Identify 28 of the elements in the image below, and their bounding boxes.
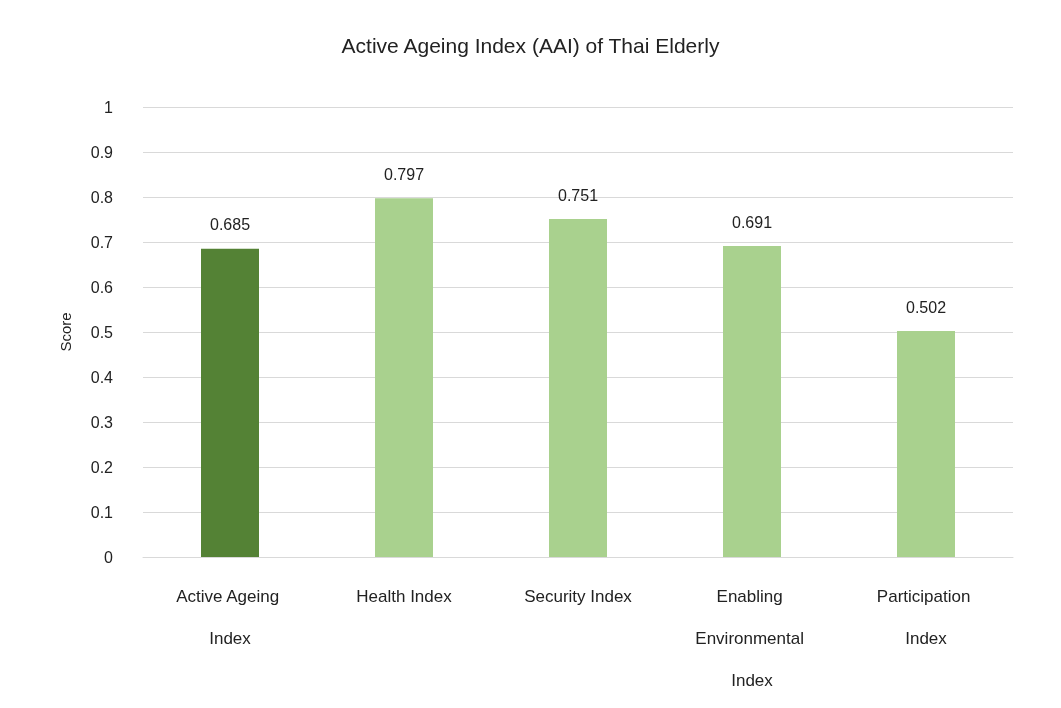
bar bbox=[723, 246, 781, 557]
chart-title: Active Ageing Index (AAI) of Thai Elderly bbox=[341, 34, 720, 57]
y-tick-label: 0.2 bbox=[90, 458, 114, 476]
y-tick-label: 0.4 bbox=[90, 368, 114, 386]
data-label: 0.502 bbox=[905, 298, 947, 316]
y-tick-label: 0.6 bbox=[90, 278, 114, 296]
y-tick-label: 0.8 bbox=[90, 188, 114, 206]
category-label: Participation Index bbox=[876, 586, 971, 648]
category-label: Enabling Environmental Index bbox=[695, 586, 804, 690]
bar bbox=[201, 248, 259, 557]
bar bbox=[549, 219, 607, 557]
bar bbox=[375, 198, 433, 557]
y-tick-label: 1 bbox=[104, 98, 114, 116]
y-tick-label: 0.7 bbox=[90, 233, 114, 251]
category-label: Active Ageing Index bbox=[176, 586, 280, 648]
y-tick-label: 0.9 bbox=[90, 143, 114, 161]
x-tick-label: Health Index bbox=[356, 586, 453, 606]
y-tick-label: 0.5 bbox=[90, 323, 114, 341]
bar bbox=[897, 331, 955, 557]
data-label: 0.685 bbox=[209, 216, 251, 234]
x-tick-label: Security Index bbox=[524, 586, 633, 606]
y-tick-label: 0 bbox=[104, 548, 114, 566]
y-tick-label: 0.1 bbox=[90, 503, 114, 521]
data-label: 0.691 bbox=[731, 213, 773, 231]
y-tick-label: 0.3 bbox=[90, 413, 114, 431]
data-label: 0.797 bbox=[383, 165, 425, 183]
y-axis-title: Score bbox=[57, 312, 74, 352]
data-label: 0.751 bbox=[557, 186, 599, 204]
